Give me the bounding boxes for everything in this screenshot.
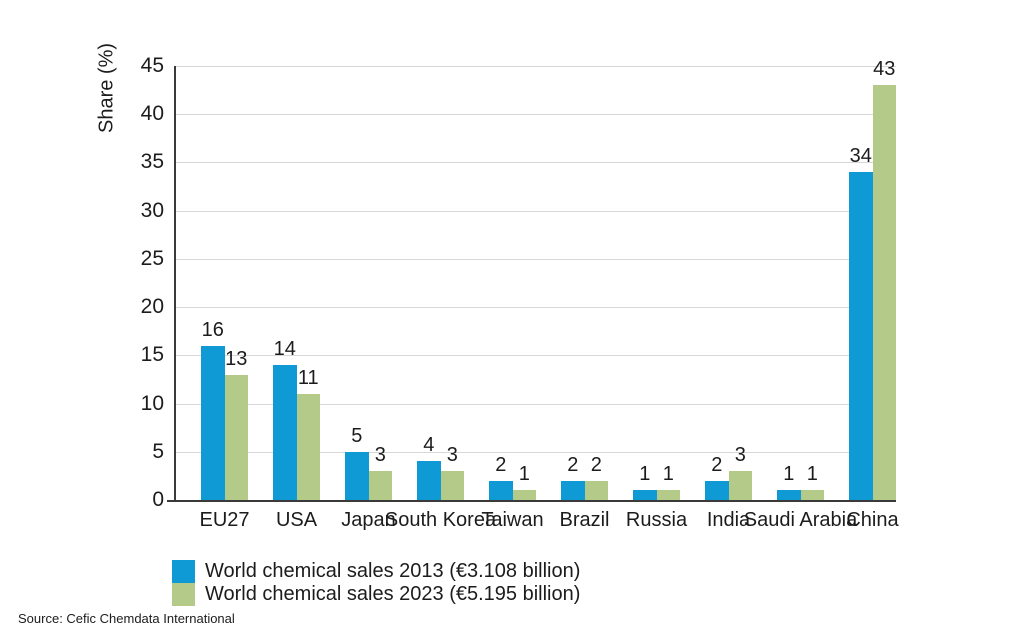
bar-value-label: 16 <box>201 318 224 341</box>
gridline-45 <box>176 66 896 67</box>
x-tick-label-eu27: EU27 <box>199 509 250 531</box>
bar-2013-taiwan: 2 <box>489 454 513 500</box>
legend-label-2013: World chemical sales 2013 (€3.108 billio… <box>205 560 581 582</box>
bar-value-label: 3 <box>446 444 458 467</box>
legend-swatch-2023 <box>172 583 195 606</box>
gridline-10 <box>176 403 896 405</box>
y-tick-label-45: 45 <box>140 54 164 77</box>
x-tick-label-usa: USA <box>275 509 318 531</box>
bar-group-eu27: 16 13 <box>176 66 248 500</box>
y-axis-line <box>174 66 176 502</box>
x-tick-label-russia: Russia <box>625 509 688 531</box>
bar-2013-china: 34 <box>849 145 873 500</box>
source-note: Source: Cefic Chemdata International <box>18 611 235 626</box>
gridline-35 <box>176 162 896 164</box>
x-tick-label-taiwan: Taiwan <box>481 509 544 531</box>
legend-label-2023: World chemical sales 2023 (€5.195 billio… <box>205 583 581 605</box>
bar-value-label: 3 <box>374 444 386 467</box>
bar-value-label: 13 <box>225 347 248 370</box>
bar-2023-india: 3 <box>728 444 752 500</box>
gridline-5 <box>176 451 896 453</box>
bar-2013-brazil: 2 <box>561 454 585 500</box>
bar-2023-saudi-arabia: 1 <box>800 463 824 500</box>
bar-value-label: 34 <box>849 145 872 168</box>
bar-value-label: 2 <box>567 453 579 476</box>
bar-value-label: 1 <box>783 463 795 486</box>
x-tick-label-saudi-arabia: Saudi Arabia <box>743 509 858 531</box>
bar-value-label: 14 <box>273 337 296 360</box>
bar-2013-saudi-arabia: 1 <box>777 463 801 500</box>
y-tick-label-15: 15 <box>140 343 164 367</box>
bar-2023-usa: 11 <box>296 367 320 500</box>
bar-value-label: 1 <box>639 463 651 486</box>
bar-group-china: 34 43 <box>824 58 896 500</box>
bar-value-label: 1 <box>806 463 818 486</box>
y-tick-label-20: 20 <box>140 295 164 319</box>
bar-2013-india: 2 <box>705 454 729 500</box>
bar-2023-taiwan: 1 <box>512 463 536 500</box>
bar-2013-south-korea: 4 <box>417 434 441 500</box>
legend: World chemical sales 2013 (€3.108 billio… <box>172 560 580 606</box>
bars-layer: 16 13 14 11 5 3 4 3 2 1 2 2 1 1 2 3 1 1 34 43 <box>176 58 896 500</box>
bar-2023-south-korea: 3 <box>440 444 464 500</box>
bar-value-label: 2 <box>495 453 507 476</box>
bar-value-label: 5 <box>351 424 363 447</box>
y-tick-label-10: 10 <box>140 391 164 415</box>
bar-value-label: 3 <box>734 444 746 467</box>
y-tick-label-25: 25 <box>140 246 164 270</box>
legend-item-2023: World chemical sales 2023 (€5.195 billio… <box>172 583 580 606</box>
plot-area <box>176 66 896 500</box>
gridline-15 <box>176 355 896 357</box>
gridline-30 <box>176 210 896 212</box>
x-tick-label-south-korea: South Korea <box>384 509 497 531</box>
gridline-25 <box>176 258 896 260</box>
x-tick-label-india: India <box>706 509 751 531</box>
bar-2023-brazil: 2 <box>584 454 608 500</box>
bar-value-label: 11 <box>297 366 319 389</box>
bar-2023-eu27: 13 <box>224 348 248 500</box>
x-tick-label-japan: Japan <box>341 509 396 531</box>
bar-2013-russia: 1 <box>633 463 657 500</box>
legend-swatch-2013 <box>172 560 195 583</box>
bar-value-label: 4 <box>423 434 435 457</box>
x-tick-label-china: China <box>846 509 899 531</box>
legend-item-2013: World chemical sales 2013 (€3.108 billio… <box>172 560 580 583</box>
bar-value-label: 1 <box>662 463 674 486</box>
bar-value-label: 2 <box>590 453 602 476</box>
gridline-40 <box>176 114 896 116</box>
bar-2013-japan: 5 <box>345 425 369 500</box>
bar-2023-china: 43 <box>872 58 896 500</box>
bar-group-usa: 14 11 <box>248 66 320 500</box>
y-tick-label-5: 5 <box>152 439 164 463</box>
y-tick-label-35: 35 <box>140 150 164 174</box>
y-tick-label-30: 30 <box>140 198 164 222</box>
y-tick-label-40: 40 <box>140 102 164 126</box>
bar-value-label: 1 <box>518 463 530 486</box>
gridline-20 <box>176 307 896 309</box>
bar-2023-russia: 1 <box>656 463 680 500</box>
bar-2013-eu27: 16 <box>201 319 225 500</box>
x-axis-line <box>167 500 896 502</box>
x-tick-label-brazil: Brazil <box>559 509 610 531</box>
bar-2023-japan: 3 <box>368 444 392 500</box>
bar-2013-usa: 14 <box>273 338 297 500</box>
y-tick-label-0: 0 <box>152 488 164 511</box>
bar-value-label: 2 <box>711 453 723 476</box>
bar-value-label: 43 <box>873 58 896 81</box>
